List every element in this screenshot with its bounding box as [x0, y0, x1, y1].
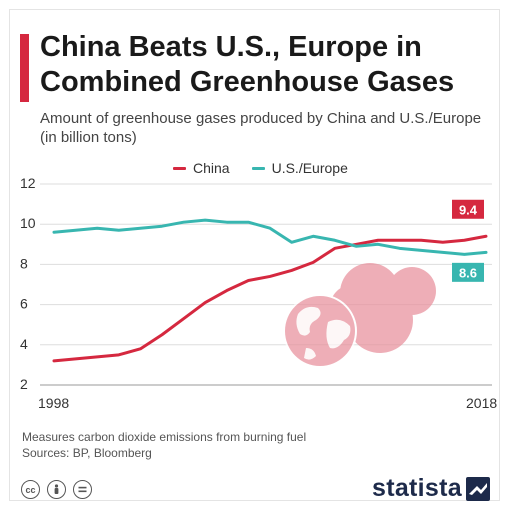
- legend-label-china: China: [193, 160, 230, 176]
- continent-shape: [326, 319, 351, 349]
- legend: China U.S./Europe: [173, 160, 370, 176]
- y-tick-label: 12: [20, 175, 36, 191]
- legend-item-us-europe: U.S./Europe: [251, 160, 348, 176]
- globe-illustration: [283, 263, 436, 368]
- x-tick-label: 1998: [38, 395, 69, 411]
- chart-subtitle: Amount of greenhouse gases produced by C…: [40, 110, 482, 146]
- continent-shape: [296, 306, 321, 336]
- end-label-china: 9.4: [459, 202, 478, 217]
- person-icon[interactable]: [47, 480, 66, 499]
- equals-icon[interactable]: [73, 480, 92, 499]
- y-tick-label: 4: [20, 336, 28, 352]
- legend-swatch-us-europe: [251, 166, 265, 170]
- cc-icon[interactable]: cc: [21, 480, 40, 499]
- statista-logo[interactable]: statista: [372, 474, 490, 503]
- footnote-sources: Sources: BP, Bloomberg: [22, 446, 152, 460]
- china-line: [52, 234, 488, 363]
- y-tick-label: 10: [20, 215, 36, 231]
- end-label-us-europe-box: [452, 262, 484, 282]
- y-tick-label: 6: [20, 296, 28, 312]
- chart-title: China Beats U.S., Europe in Combined Gre…: [40, 31, 455, 98]
- legend-item-china: China: [173, 160, 230, 176]
- footnote-note: Measures carbon dioxide emissions from b…: [22, 430, 307, 444]
- title-accent-bar: [20, 34, 29, 102]
- us-europe-line: [52, 218, 488, 256]
- license-icons: cc: [21, 480, 99, 499]
- statista-mark-icon: [465, 476, 490, 501]
- line-chart: 2 4 6 8 10 12 1998 2018 9.4 8.6: [20, 175, 497, 411]
- x-tick-label: 2018: [466, 395, 497, 411]
- brand-name: statista: [372, 474, 462, 502]
- infographic-frame: [9, 9, 500, 501]
- footnote: Measures carbon dioxide emissions from b…: [22, 429, 306, 461]
- end-label-us-europe: 8.6: [459, 265, 477, 280]
- legend-label-us-europe: U.S./Europe: [271, 160, 348, 176]
- continent-shape: [304, 348, 316, 360]
- legend-swatch-china: [173, 166, 186, 170]
- end-label-china-box: [452, 199, 484, 219]
- y-tick-label: 2: [20, 376, 28, 392]
- y-tick-label: 8: [20, 255, 28, 271]
